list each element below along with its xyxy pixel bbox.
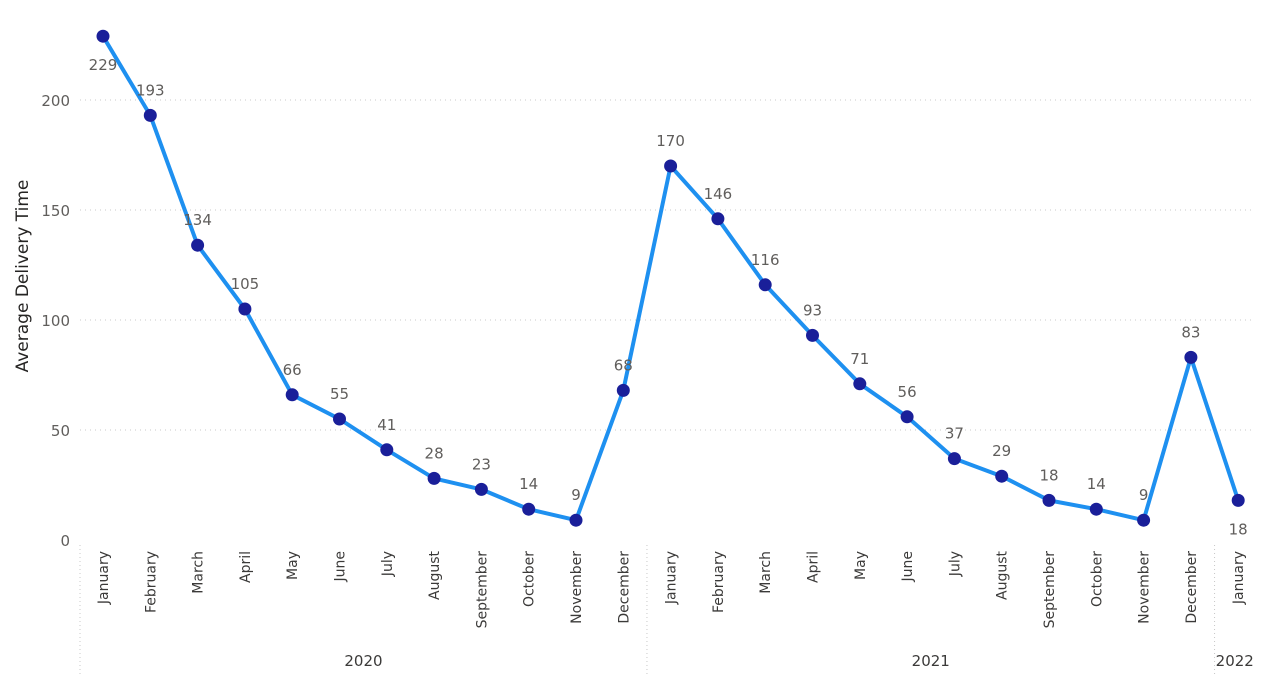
year-label: 2020: [344, 652, 382, 670]
data-label: 9: [1139, 486, 1149, 504]
x-tick-label: May: [853, 551, 869, 580]
data-label: 14: [519, 475, 538, 493]
data-point: [1137, 513, 1151, 527]
data-label: 56: [898, 383, 917, 401]
data-point: [143, 108, 157, 122]
y-axis-title: Average Delivery Time: [13, 180, 33, 373]
y-tick-label: 100: [41, 312, 70, 330]
data-label: 41: [377, 416, 396, 434]
series: [101, 34, 1241, 523]
data-point: [664, 159, 678, 173]
data-point: [427, 471, 441, 485]
x-tick-label: March: [758, 551, 774, 594]
data-label: 18: [1039, 466, 1058, 484]
data-label: 71: [850, 350, 869, 368]
data-label: 116: [751, 251, 780, 269]
x-axis-years: 2020 2021 2022: [79, 545, 1254, 676]
x-tick-label: February: [711, 551, 727, 613]
x-tick-label: June: [333, 551, 349, 583]
data-label: 229: [89, 56, 118, 74]
data-label: 29: [992, 442, 1011, 460]
data-label: 18: [1229, 520, 1248, 538]
x-tick-label: March: [191, 551, 207, 594]
data-point: [1089, 502, 1103, 516]
data-point: [569, 513, 583, 527]
data-point: [380, 443, 394, 457]
x-tick-label: August: [995, 550, 1011, 600]
data-point: [900, 410, 914, 424]
data-point: [333, 412, 346, 426]
x-tick-label: September: [1042, 551, 1058, 629]
data-point: [1184, 350, 1198, 364]
data-labels: 2291931341056655412823149681701461169371…: [89, 56, 1248, 538]
gridlines: [80, 99, 1255, 431]
data-point: [806, 328, 819, 342]
x-tick-label: November: [569, 551, 585, 624]
x-tick-label: October: [1089, 551, 1105, 607]
data-label: 93: [803, 301, 822, 319]
x-tick-label: August: [427, 550, 443, 600]
data-point: [711, 212, 725, 226]
markers: [96, 29, 1245, 527]
data-point: [96, 29, 110, 43]
data-label: 55: [330, 385, 349, 403]
data-label: 23: [472, 455, 491, 473]
data-point: [995, 469, 1009, 483]
y-tick-label: 0: [60, 532, 70, 550]
x-tick-label: January: [96, 551, 112, 605]
data-label: 193: [136, 81, 165, 99]
x-tick-label: December: [1184, 551, 1200, 624]
data-label: 28: [425, 444, 444, 462]
data-label: 134: [183, 211, 212, 229]
data-point: [853, 377, 867, 391]
y-tick-label: 50: [51, 422, 70, 440]
data-point: [285, 388, 299, 402]
data-label: 37: [945, 425, 964, 443]
data-label: 170: [656, 132, 685, 150]
x-tick-label: October: [522, 551, 538, 607]
data-point: [616, 383, 630, 397]
x-tick-label: June: [900, 551, 916, 583]
y-tick-label: 200: [41, 92, 70, 110]
y-tick-label: 150: [41, 202, 70, 220]
x-tick-label: July: [380, 551, 396, 577]
x-tick-label: April: [806, 551, 822, 583]
data-label: 9: [571, 486, 581, 504]
data-label: 68: [614, 356, 633, 374]
year-label: 2021: [912, 652, 950, 670]
series-line: [101, 34, 1241, 523]
year-label: 2022: [1216, 652, 1254, 670]
data-label: 146: [704, 185, 733, 203]
data-point: [522, 502, 536, 516]
x-axis-categories: January February March April May June July Augu…: [96, 550, 1247, 628]
data-point: [191, 238, 205, 252]
x-tick-label: January: [1231, 551, 1247, 605]
x-tick-label: December: [616, 551, 632, 624]
y-axis-ticks: 0 50 100 150 200: [41, 92, 70, 550]
data-point: [238, 302, 252, 316]
x-tick-label: May: [285, 551, 301, 580]
data-point: [1231, 493, 1245, 507]
data-label: 14: [1087, 475, 1106, 493]
data-point: [474, 482, 488, 496]
data-label: 83: [1181, 323, 1200, 341]
x-tick-label: November: [1137, 551, 1153, 624]
data-point: [947, 452, 961, 466]
data-point: [758, 278, 772, 292]
data-label: 66: [283, 361, 302, 379]
x-tick-label: July: [947, 551, 963, 577]
x-tick-label: September: [474, 551, 490, 629]
data-point: [1042, 493, 1056, 507]
x-tick-label: January: [664, 551, 680, 605]
x-tick-label: February: [143, 551, 159, 613]
data-label: 105: [231, 275, 260, 293]
x-tick-label: April: [238, 551, 254, 583]
